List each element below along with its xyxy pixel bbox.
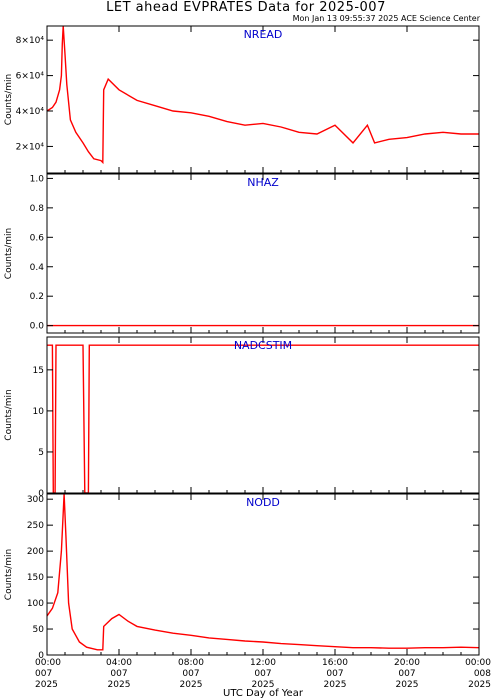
x-tick-label: 007 (110, 669, 127, 679)
x-tick-label: 2025 (468, 680, 491, 690)
y-tick-label-nadcstim: 15 (33, 366, 44, 376)
series-line-nread (47, 26, 479, 165)
x-tick-label: 007 (326, 669, 343, 679)
x-tick-label: 007 (182, 669, 199, 679)
y-tick-label-nhaz: 0.0 (30, 322, 45, 332)
y-axis-label-nodd: Counts/min (4, 549, 14, 600)
y-tick-label-nadcstim: 5 (38, 448, 44, 458)
chart-timestamp: Mon Jan 13 09:55:37 2025 ACE Science Cen… (292, 14, 480, 23)
x-tick-label: 16:00 (322, 658, 348, 668)
x-tick-label: 12:00 (250, 658, 276, 668)
x-tick-label: 007 (398, 669, 415, 679)
x-tick-label: 08:00 (178, 658, 204, 668)
x-tick-label: 2025 (35, 680, 58, 690)
series-line-nodd (47, 494, 479, 651)
x-tick-label: 00:00 (465, 658, 491, 668)
y-axis-label-nread: Counts/min (4, 74, 14, 125)
x-axis-label: UTC Day of Year (223, 688, 304, 699)
x-tick-label: 2025 (108, 680, 131, 690)
y-tick-label-nhaz: 0.6 (30, 233, 45, 243)
panel-frame-nread (46, 25, 480, 174)
y-tick-label-nread: 8×10⁴ (16, 36, 45, 46)
y-tick-label-nhaz: 0.4 (30, 263, 45, 273)
y-tick-label-nhaz: 0.2 (30, 292, 44, 302)
chart-title: LET ahead EVPRATES Data for 2025-007 (106, 0, 386, 15)
x-tick-label: 007 (35, 669, 52, 679)
panel-frame-nhaz (46, 173, 480, 334)
x-tick-label: 2025 (252, 680, 275, 690)
y-axis-label-nhaz: Counts/min (4, 228, 14, 279)
y-axis-label-nadcstim: Counts/min (4, 389, 14, 440)
series-line-nadcstim (47, 344, 479, 493)
x-tick-label: 007 (254, 669, 271, 679)
y-tick-label-nodd: 200 (27, 547, 44, 557)
x-tick-label: 2025 (324, 680, 347, 690)
panel-name-nadcstim: NADCSTIM (234, 339, 292, 352)
y-tick-label-nread: 2×10⁴ (16, 142, 45, 152)
y-tick-label-nadcstim: 0 (38, 489, 44, 499)
x-tick-label: 04:00 (106, 658, 132, 668)
x-tick-label: 20:00 (394, 658, 420, 668)
y-tick-label-nodd: 100 (27, 599, 44, 609)
x-tick-label: 2025 (396, 680, 419, 690)
panel-name-nhaz: NHAZ (247, 176, 279, 189)
x-tick-label: 008 (474, 669, 491, 679)
x-tick-label: 2025 (180, 680, 203, 690)
y-tick-label-nodd: 300 (27, 495, 44, 505)
panel-name-nodd: NODD (246, 496, 280, 509)
y-tick-label-nodd: 50 (33, 625, 45, 635)
panel-frame-nadcstim (46, 336, 480, 494)
y-tick-label-nhaz: 1.0 (30, 174, 45, 184)
y-tick-label-nread: 4×10⁴ (16, 107, 45, 117)
panel-frame-nodd (46, 493, 480, 656)
y-tick-label-nodd: 0 (38, 651, 44, 661)
y-tick-label-nodd: 250 (27, 521, 44, 531)
y-tick-label-nodd: 150 (27, 573, 44, 583)
x-tick-label: 00:00 (35, 658, 61, 668)
y-tick-label-nadcstim: 10 (33, 407, 45, 417)
panel-name-nread: NREAD (244, 28, 283, 41)
y-tick-label-nhaz: 0.8 (30, 204, 45, 214)
y-tick-label-nread: 6×10⁴ (16, 72, 45, 82)
